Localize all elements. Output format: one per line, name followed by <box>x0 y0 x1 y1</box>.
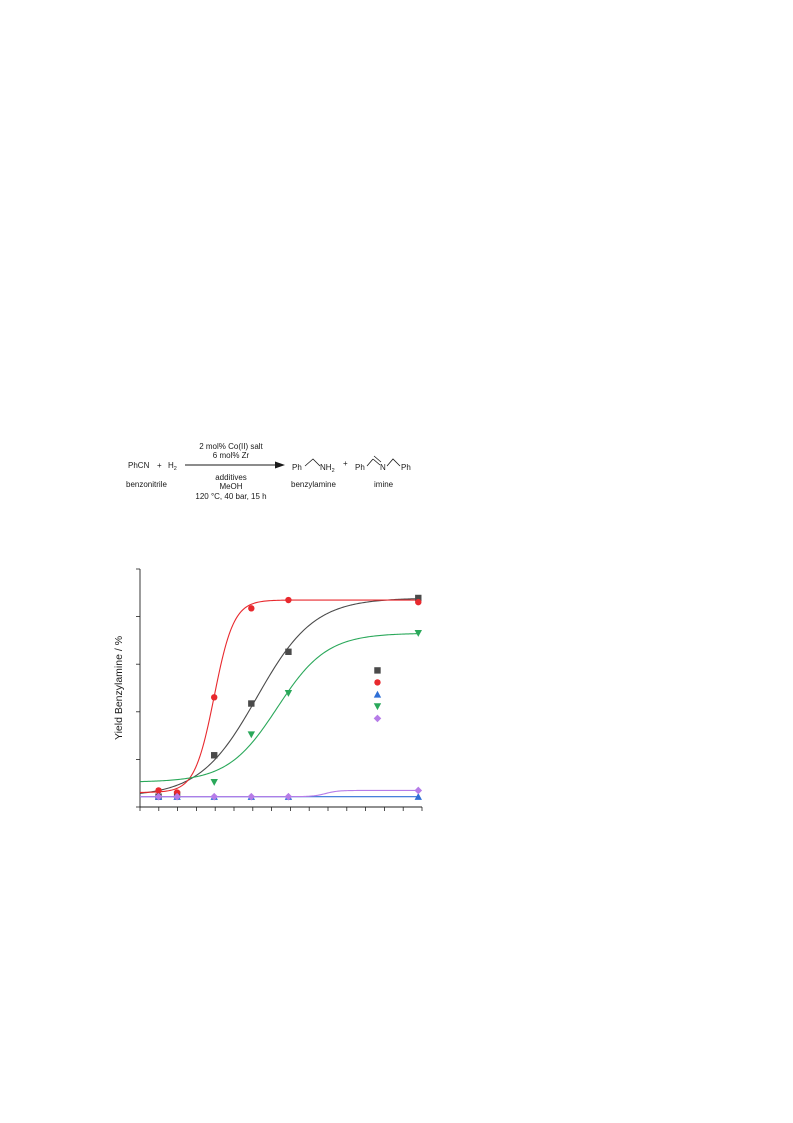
conditions-line-3: additives <box>215 473 247 482</box>
data-point-series-2 <box>248 605 255 612</box>
data-point-series-2 <box>285 596 292 604</box>
plus-sign: + <box>157 461 162 470</box>
benzylamine-name: benzylamine <box>291 480 336 489</box>
data-point-series-2 <box>173 789 181 796</box>
legend-marker-series-4 <box>373 703 382 711</box>
fit-curve-series-2 <box>139 599 419 793</box>
imine-ph-left: Ph <box>355 463 365 472</box>
data-point-series-5 <box>210 792 219 801</box>
fit-curve-series-4 <box>139 633 419 783</box>
legend-marker-series-5 <box>373 714 382 723</box>
data-point-series-2 <box>155 787 162 794</box>
chart-markers <box>154 594 423 801</box>
imine-double-bond-a <box>372 458 381 466</box>
data-point-series-2 <box>415 598 422 606</box>
reactant-name: benzonitrile <box>126 480 167 489</box>
data-point-series-4 <box>210 778 218 786</box>
hydrogen-label: H2 <box>168 461 177 472</box>
reactant-formula: PhCN <box>128 461 150 470</box>
fit-curve-series-5 <box>140 789 419 798</box>
legend-marker-series-3 <box>373 690 382 698</box>
imine-bond-1 <box>366 458 374 467</box>
data-point-series-1 <box>211 752 218 759</box>
chart-axes <box>136 568 423 811</box>
chart-legend <box>373 667 382 723</box>
imine-ph-right: Ph <box>401 463 411 472</box>
data-point-series-1 <box>248 700 255 707</box>
arrow-head <box>275 461 285 469</box>
conditions-line-5: 120 °C, 40 bar, 15 h <box>195 492 266 501</box>
benzylamine-nh2: NH2 <box>320 463 335 474</box>
benzylamine-ph: Ph <box>292 463 302 472</box>
chart-curves <box>139 598 419 798</box>
imine-n: N <box>380 463 386 472</box>
fit-curve-series-1 <box>139 598 419 794</box>
data-point-series-3 <box>210 792 218 800</box>
conditions-line-1: 2 mol% Co(II) salt <box>199 442 263 451</box>
data-point-series-5 <box>173 792 181 801</box>
benzylamine-bonds <box>304 458 321 467</box>
data-point-series-3 <box>154 792 163 800</box>
data-point-series-4 <box>284 689 293 697</box>
imine-bonds-right <box>386 458 401 467</box>
data-point-series-3 <box>284 792 293 800</box>
imine-double-bond-b <box>373 455 382 463</box>
data-point-series-3 <box>173 792 181 800</box>
legend-marker-series-1 <box>374 667 381 674</box>
reaction-scheme: PhCN + H2 benzonitrile 2 mol% Co(II) sal… <box>126 442 411 501</box>
data-point-series-3 <box>414 792 422 800</box>
data-point-series-5 <box>414 786 423 795</box>
data-point-series-2 <box>211 694 218 701</box>
data-point-series-5 <box>284 792 293 801</box>
y-axis-label: Yield Benzylamine / % <box>113 636 125 740</box>
data-point-series-5 <box>247 792 256 801</box>
conditions-line-2: 6 mol% Zr <box>213 451 250 460</box>
plus-sign-2: + <box>343 459 348 468</box>
data-point-series-5 <box>154 792 163 801</box>
data-point-series-1 <box>173 791 181 798</box>
data-point-series-4 <box>247 731 256 739</box>
data-point-series-1 <box>155 793 162 800</box>
conditions-line-4: MeOH <box>219 482 242 491</box>
imine-name: imine <box>374 480 394 489</box>
legend-marker-series-2 <box>374 679 381 686</box>
data-point-series-4 <box>414 629 422 637</box>
data-point-series-3 <box>247 792 256 800</box>
data-point-series-1 <box>415 594 422 602</box>
data-point-series-1 <box>285 648 292 655</box>
